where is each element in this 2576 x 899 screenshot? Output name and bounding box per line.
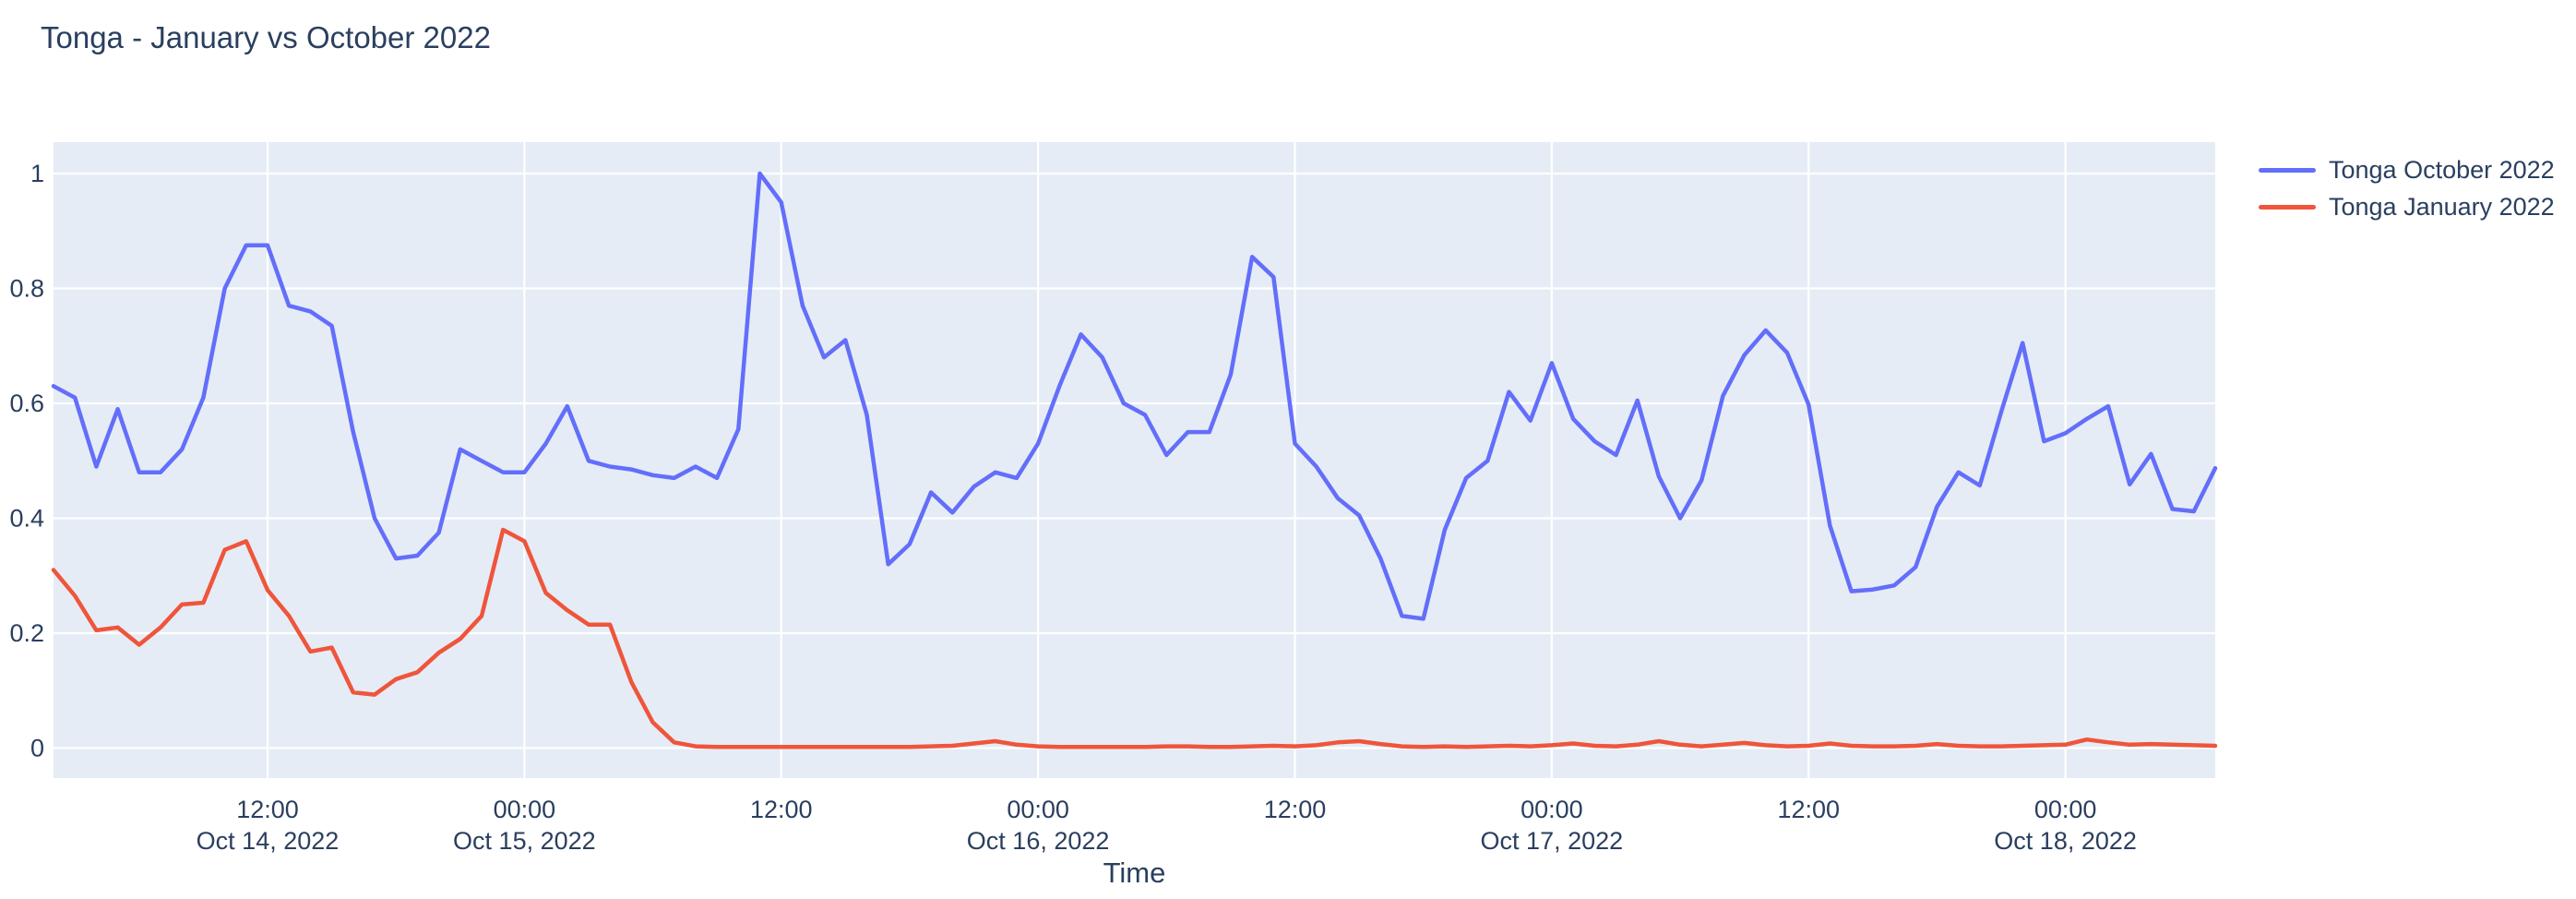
x-tick-time-label: 12:00 [750, 796, 813, 823]
x-tick-date-label: Oct 16, 2022 [967, 827, 1110, 855]
legend-label-october: Tonga October 2022 [2329, 155, 2555, 184]
x-tick-date-label: Oct 17, 2022 [1481, 827, 1624, 855]
x-tick-date-label: Oct 14, 2022 [197, 827, 340, 855]
series-line-january[interactable] [51, 527, 2218, 749]
legend-label-january: Tonga January 2022 [2329, 192, 2555, 221]
y-tick-label: 0.8 [9, 275, 44, 303]
legend-line-swatch-january [2259, 204, 2316, 210]
legend: Tonga October 2022 Tonga January 2022 [2259, 151, 2555, 225]
x-tick-time-label: 12:00 [1777, 796, 1840, 823]
series-line-october[interactable] [51, 171, 2218, 621]
chart-title: Tonga - January vs October 2022 [41, 20, 491, 54]
y-tick-label: 0.4 [9, 505, 44, 533]
x-tick-time-label: 00:00 [1521, 796, 1583, 823]
y-tick-label: 0.6 [9, 390, 44, 417]
x-axis-title: Time [1103, 857, 1166, 889]
plot-background [54, 142, 2215, 778]
x-tick-time-label: 00:00 [2034, 796, 2097, 823]
x-tick-time-label: 12:00 [1264, 796, 1327, 823]
x-tick-date-label: Oct 18, 2022 [1994, 827, 2137, 855]
legend-item-january[interactable]: Tonga January 2022 [2259, 188, 2555, 225]
x-tick-time-label: 00:00 [494, 796, 556, 823]
legend-item-october[interactable]: Tonga October 2022 [2259, 151, 2555, 188]
y-tick-label: 0 [30, 735, 44, 762]
x-tick-time-label: 00:00 [1007, 796, 1069, 823]
legend-line-swatch-october [2259, 167, 2316, 173]
y-tick-label: 1 [30, 160, 44, 187]
y-tick-label: 0.2 [9, 619, 44, 647]
x-tick-time-label: 12:00 [236, 796, 299, 823]
x-tick-date-label: Oct 15, 2022 [453, 827, 596, 855]
